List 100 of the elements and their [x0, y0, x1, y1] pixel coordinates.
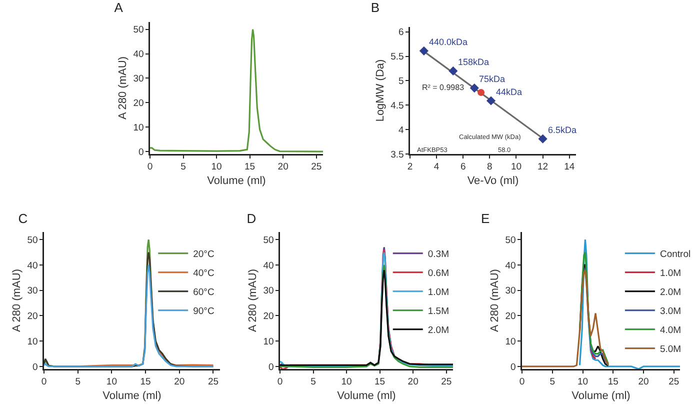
point	[448, 66, 458, 76]
x-tick-label: 0	[147, 162, 153, 173]
x-axis-title: Volume (ml)	[102, 390, 162, 402]
x-tick-label: 4	[434, 162, 440, 173]
chart-title: D	[246, 211, 256, 226]
y-tick-label: 20	[263, 311, 274, 322]
y-axis-title: LogMW (Da)	[374, 59, 386, 122]
chart-title: E	[481, 211, 490, 226]
x-tick-label: 20	[638, 376, 649, 388]
x-tick-label: 5	[75, 376, 80, 388]
x-tick-label: 20	[408, 376, 418, 388]
y-tick-label: 50	[263, 234, 274, 246]
x-tick-label: 14	[564, 162, 575, 173]
y-tick-label: 50	[27, 234, 38, 246]
y-tick-label: 3.5	[390, 149, 404, 160]
legend-label: 1.5M	[428, 306, 450, 318]
y-axis-title: A 280 (mAU)	[11, 269, 24, 332]
y-tick-label: 0	[268, 362, 274, 373]
x-tick-label: 2	[407, 162, 413, 173]
y-tick-label: 30	[133, 74, 144, 85]
y-tick-label: 50	[505, 234, 516, 246]
y-tick-label: 10	[505, 336, 516, 348]
chart-title: B	[370, 0, 380, 15]
y-tick-label: 30	[263, 286, 274, 297]
x-axis-title: Volume (ml)	[207, 174, 266, 187]
x-tick-label: 0	[519, 376, 525, 388]
x-axis-title: Ve-Vo (ml)	[467, 174, 519, 187]
x-tick-label: 20	[174, 376, 185, 388]
x-tick-label: 10	[211, 162, 222, 173]
y-tick-label: 0	[138, 146, 144, 158]
y-tick-label: 20	[27, 311, 38, 322]
y-tick-label: 0	[32, 362, 38, 373]
annotation: 6.5kDa	[548, 125, 577, 135]
legend-label: 0.6M	[428, 268, 450, 280]
point	[470, 84, 479, 93]
legend-label: 0.3M	[428, 249, 450, 260]
annotation: 75kDa	[479, 74, 506, 84]
y-tick-label: 5.5	[390, 52, 404, 63]
annotation: R² = 0.9983	[422, 83, 465, 92]
legend-label: 60°C	[193, 287, 214, 298]
line-series	[150, 28, 323, 152]
point	[478, 88, 485, 96]
y-tick-label: 30	[27, 286, 38, 297]
x-tick-label: 10	[106, 376, 117, 388]
x-tick-label: 25	[311, 162, 322, 173]
line-series	[522, 269, 610, 368]
x-tick-label: 15	[140, 376, 151, 388]
x-tick-label: 10	[341, 376, 352, 388]
legend-label: 90°C	[193, 306, 214, 318]
y-tick-label: 40	[133, 49, 144, 60]
legend-label: 1.0M	[428, 287, 450, 298]
x-tick-label: 15	[244, 162, 256, 173]
y-tick-label: 10	[263, 336, 274, 348]
x-tick-label: 20	[278, 162, 288, 173]
legend-label: 2.0M	[660, 287, 682, 298]
legend-label: 4.0M	[660, 325, 682, 336]
x-tick-label: 25	[208, 376, 219, 388]
y-tick-label: 20	[133, 98, 144, 109]
x-tick-label: 8	[487, 162, 492, 173]
legend-label: 5.0M	[660, 344, 682, 356]
x-tick-label: 0	[41, 376, 47, 388]
y-axis-title: A 280 (mAU)	[247, 269, 260, 332]
y-tick-label: 4	[398, 124, 404, 136]
point	[419, 46, 428, 56]
y-tick-label: 20	[505, 311, 516, 322]
y-tick-label: 10	[133, 122, 144, 134]
legend-label: 20°C	[193, 249, 214, 260]
y-tick-label: 40	[27, 260, 38, 272]
x-tick-label: 0	[277, 376, 283, 388]
x-tick-label: 25	[668, 376, 680, 388]
y-axis-title: A 280 (mAU)	[117, 56, 130, 120]
annotation: 158kDa	[458, 57, 490, 67]
x-tick-label: 5	[310, 376, 316, 388]
legend-label: 2.0M	[428, 325, 450, 336]
y-tick-label: 40	[263, 260, 274, 272]
legend-label: 3.0M	[660, 306, 682, 318]
point	[538, 134, 548, 144]
y-tick-label: 50	[133, 24, 144, 36]
annotation: 440.0kDa	[429, 37, 468, 47]
y-tick-label: 4.5	[390, 100, 404, 112]
legend-label: 1.0M	[660, 268, 682, 280]
y-tick-label: 40	[505, 260, 516, 272]
x-axis-title: Volume (ml)	[337, 390, 396, 402]
x-tick-label: 15	[374, 376, 386, 388]
x-axis-title: Volume (ml)	[572, 390, 630, 402]
y-axis-title: A 280 (mAU)	[489, 269, 502, 332]
chart-title: C	[18, 211, 28, 226]
x-tick-label: 5	[180, 162, 186, 173]
legend-label: Control	[660, 249, 691, 260]
y-tick-label: 5	[398, 76, 404, 88]
annotation: 44kDa	[496, 87, 522, 97]
y-tick-label: 10	[27, 336, 38, 348]
y-tick-label: 0	[510, 362, 516, 373]
x-tick-label: 5	[550, 376, 556, 388]
x-tick-label: 25	[441, 376, 452, 388]
x-tick-label: 10	[577, 376, 588, 388]
x-tick-label: 12	[538, 162, 548, 173]
y-tick-label: 30	[505, 286, 516, 297]
point	[486, 96, 496, 106]
chart-title: A	[114, 0, 124, 15]
